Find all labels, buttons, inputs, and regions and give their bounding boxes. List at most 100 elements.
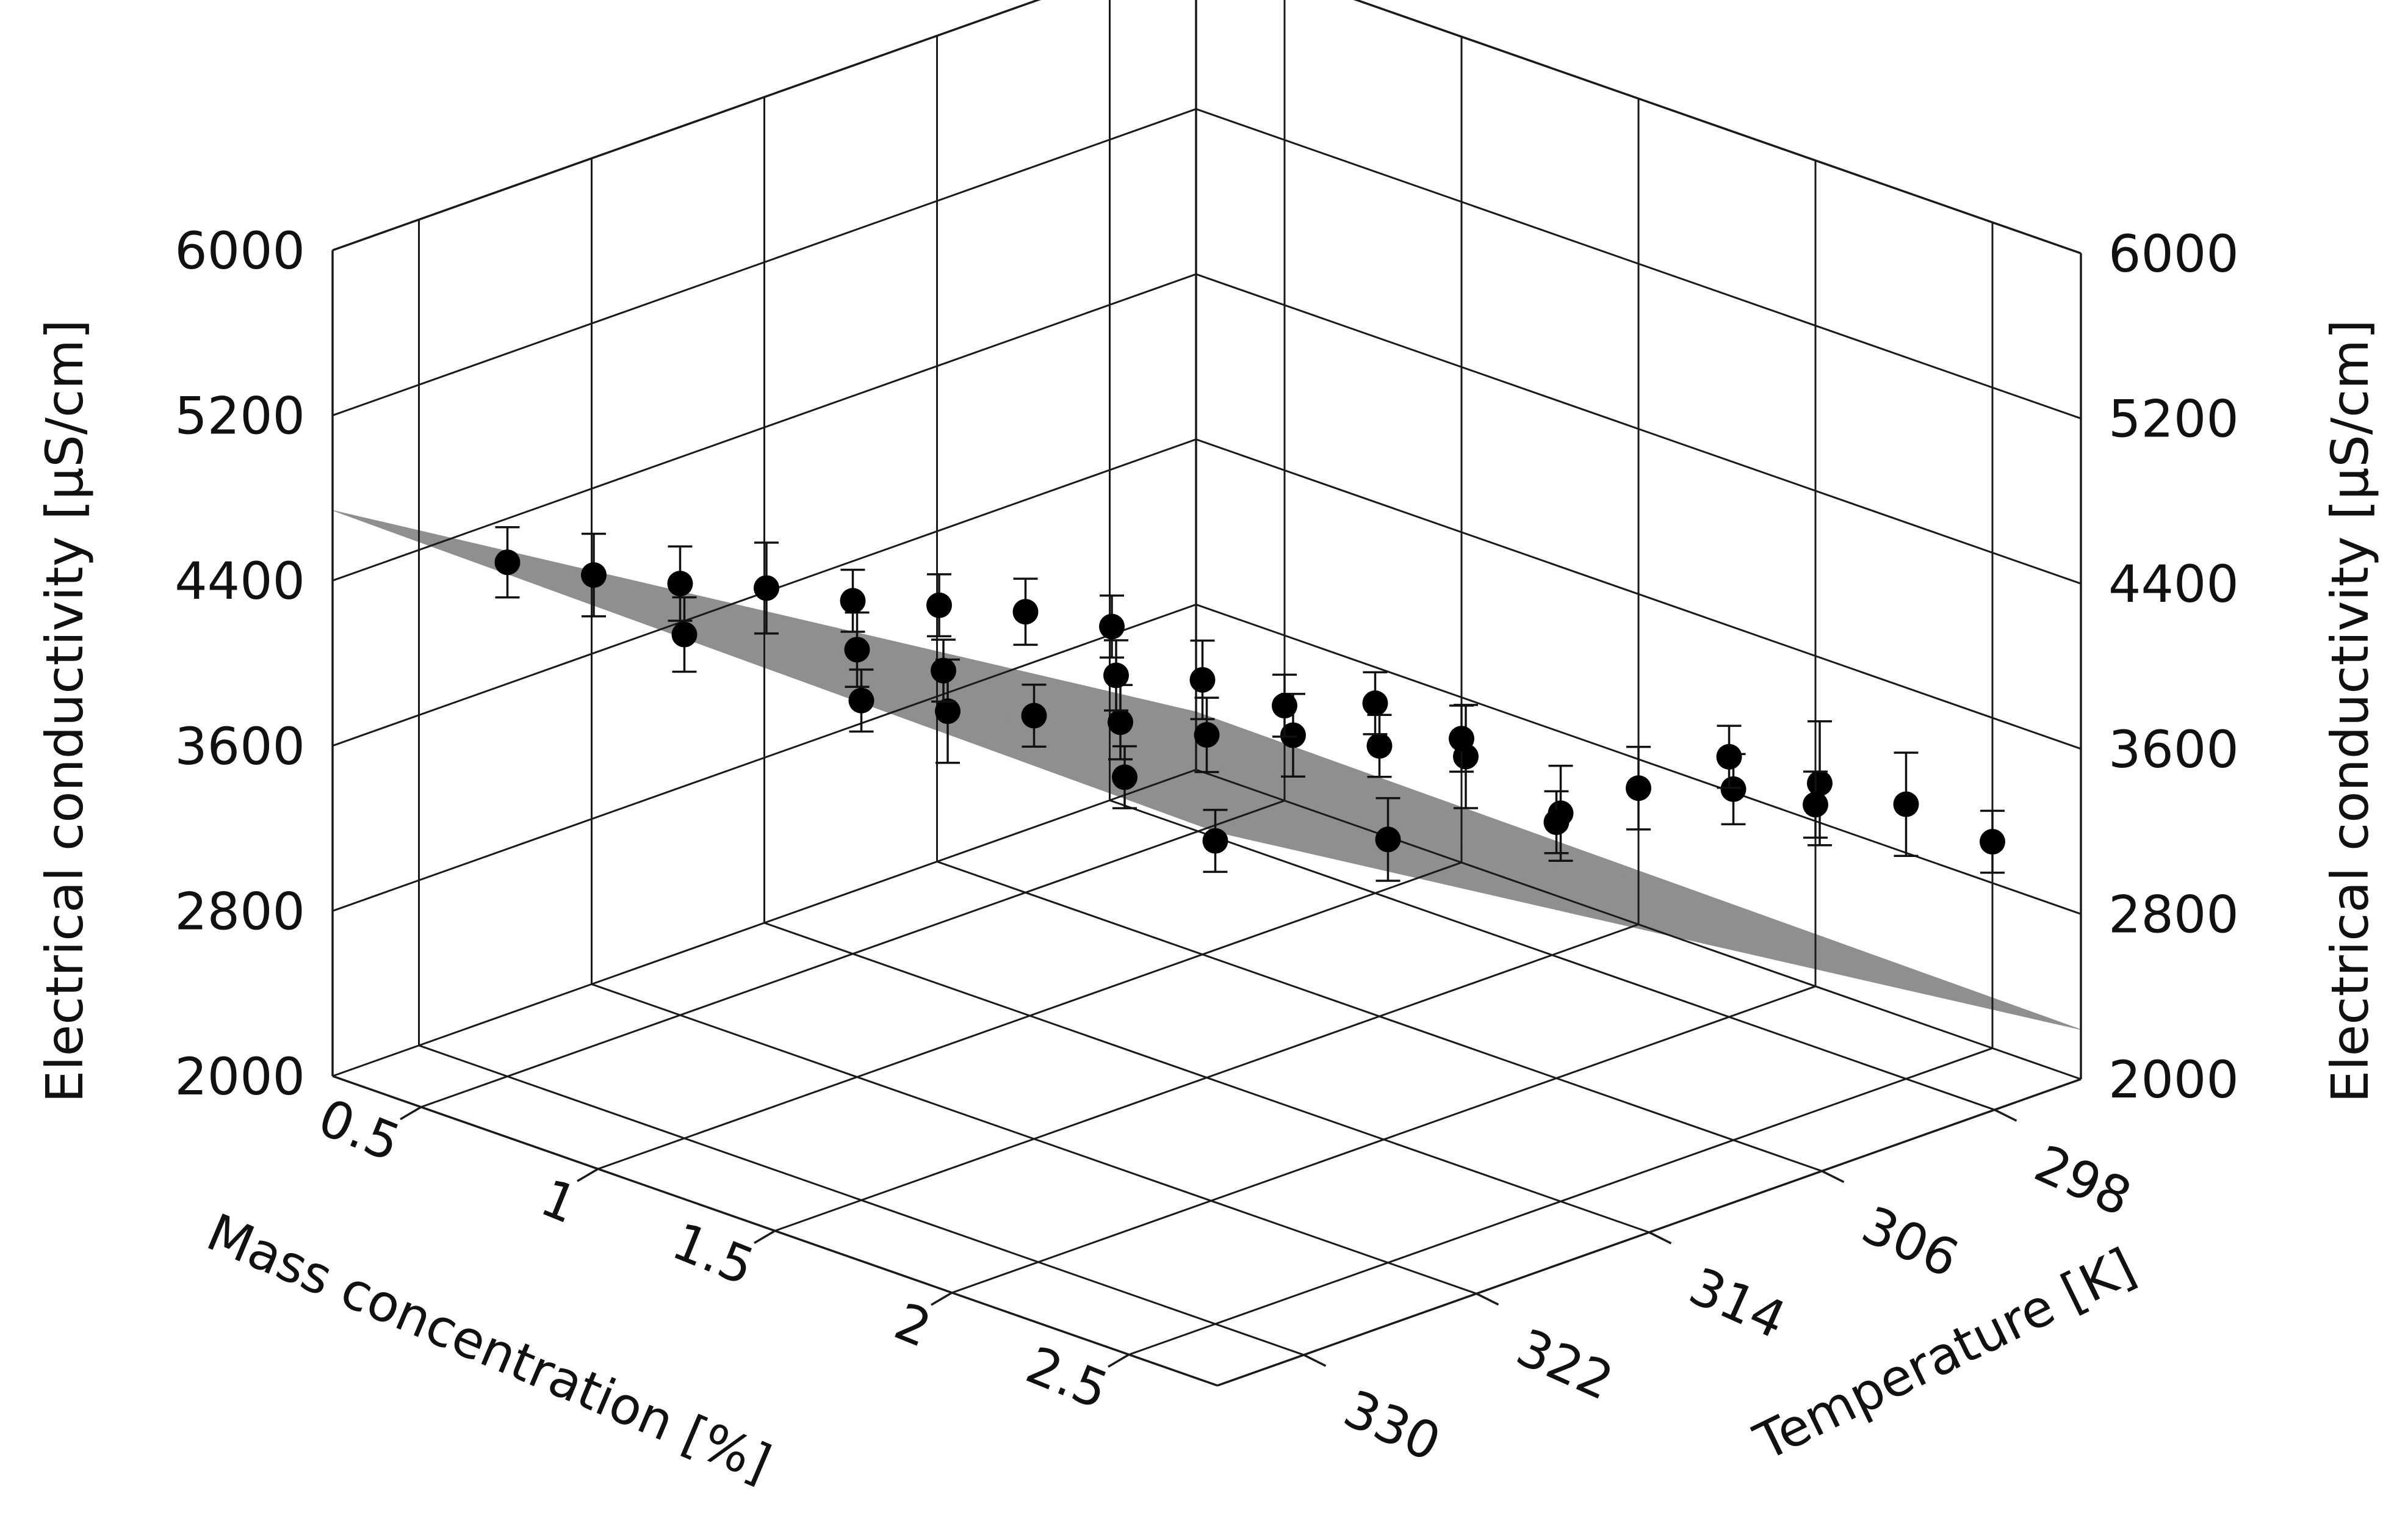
data-point-group (1202, 809, 1228, 873)
data-point (1543, 809, 1570, 836)
data-point (1272, 693, 1297, 719)
y-tick-mark (1476, 1292, 1499, 1306)
data-point (1194, 722, 1220, 748)
z-tick-label-left: 3600 (175, 717, 305, 776)
z-tick-label-right: 6000 (2108, 224, 2239, 284)
data-point (1449, 726, 1474, 752)
z-axis-title-left: Electrical conductivity [µS/cm] (35, 319, 95, 1103)
data-point-group (1366, 714, 1393, 778)
y-tick-mark (1994, 1108, 2017, 1122)
data-point-group (1449, 704, 1474, 773)
z-tick-label-right: 3600 (2108, 720, 2239, 779)
grid-line-floor-y (591, 983, 1477, 1295)
data-point-group (1194, 696, 1220, 773)
data-point (926, 592, 952, 618)
x-tick-label: 0.5 (311, 1087, 409, 1173)
surface-patch (332, 510, 406, 533)
data-point (1716, 743, 1742, 770)
x-tick-label: 1.5 (665, 1211, 763, 1297)
z-tick-label-left: 5200 (175, 386, 305, 446)
data-point (1103, 662, 1129, 689)
z-axis-title-right: Electrical conductivity [µS/cm] (2320, 319, 2380, 1103)
data-point (1980, 829, 2005, 855)
x-tick-mark (754, 1229, 776, 1245)
y-tick-label: 314 (1681, 1256, 1794, 1351)
grid-line-floor-y (1109, 799, 1995, 1111)
data-point (494, 549, 521, 576)
surface-patch (1972, 999, 2046, 1022)
data-point-group (1453, 704, 1479, 809)
data-point (667, 571, 693, 597)
data-point-group (1103, 639, 1129, 712)
data-point-group (926, 573, 952, 638)
x-tick-mark (400, 1106, 422, 1121)
data-point-group (671, 596, 698, 673)
x-tick-label: 1 (533, 1168, 585, 1235)
y-tick-label: 322 (1508, 1317, 1621, 1412)
data-point-group (667, 545, 693, 622)
data-point-group (1189, 639, 1216, 720)
data-point (1807, 770, 1833, 797)
data-point (1366, 732, 1393, 759)
data-series (494, 526, 2005, 882)
y-tick-label: 330 (1335, 1379, 1449, 1473)
data-point (754, 575, 779, 601)
z-tick-label-right: 2800 (2108, 884, 2239, 944)
grid-line-floor-y (937, 861, 1822, 1173)
y-tick-label: 298 (2026, 1133, 2139, 1228)
data-point (1189, 667, 1216, 693)
data-point-group (494, 526, 521, 599)
z-tick-label-left: 4400 (175, 551, 305, 611)
data-point (1893, 791, 1919, 817)
data-point-group (1893, 751, 1919, 857)
z-tick-label-left: 6000 (175, 221, 305, 281)
data-point (1112, 764, 1137, 790)
data-point-group (1626, 745, 1651, 831)
box-edge-top-left (332, 0, 1041, 251)
data-point-group (840, 568, 866, 633)
grid-line-floor-y (419, 1044, 1304, 1356)
data-point-group (581, 532, 607, 618)
grid-line-floor-y (764, 922, 1649, 1234)
data-point (1375, 826, 1401, 853)
y-tick-mark (1648, 1231, 1672, 1245)
data-point-group (1716, 725, 1742, 789)
data-point-group (754, 541, 779, 635)
data-point-group (1807, 720, 1833, 847)
z-tick-label-left: 2800 (175, 881, 305, 941)
tick-labels: 2000 2000 2800 2800 3600 3600 4400 4400 5200 5200… (175, 221, 2239, 1473)
z-tick-label-right: 5200 (2108, 389, 2239, 449)
y-tick-mark (1821, 1170, 1845, 1184)
data-point-group (931, 638, 956, 703)
x-tick-label: 2 (887, 1292, 939, 1359)
x-tick-mark (577, 1168, 599, 1182)
data-point-group (1803, 770, 1828, 839)
data-point (1280, 722, 1306, 748)
data-point (1202, 828, 1228, 854)
data-point (1720, 776, 1747, 802)
data-point-group (1543, 790, 1570, 855)
data-point (1108, 709, 1133, 736)
data-point-group (1980, 809, 2005, 874)
data-point-group (1362, 671, 1388, 736)
surface-patch (368, 518, 442, 541)
x-tick-mark (1108, 1353, 1130, 1368)
data-point (931, 657, 956, 684)
data-point (840, 588, 866, 614)
data-point (1021, 703, 1047, 729)
data-point (671, 621, 698, 648)
surface-patch (2008, 1008, 2082, 1030)
data-point-group (1099, 595, 1125, 659)
data-point-group (1272, 673, 1297, 738)
data-point-group (848, 668, 874, 733)
data-point (1803, 792, 1828, 818)
data-point (1012, 599, 1039, 625)
y-tick-label: 306 (1853, 1195, 1967, 1289)
data-point (848, 687, 874, 714)
x-tick-mark (931, 1292, 953, 1306)
data-point-group (1112, 745, 1137, 809)
data-point-group (1280, 693, 1306, 778)
data-point (1362, 690, 1388, 717)
y-tick-mark (1303, 1354, 1327, 1367)
